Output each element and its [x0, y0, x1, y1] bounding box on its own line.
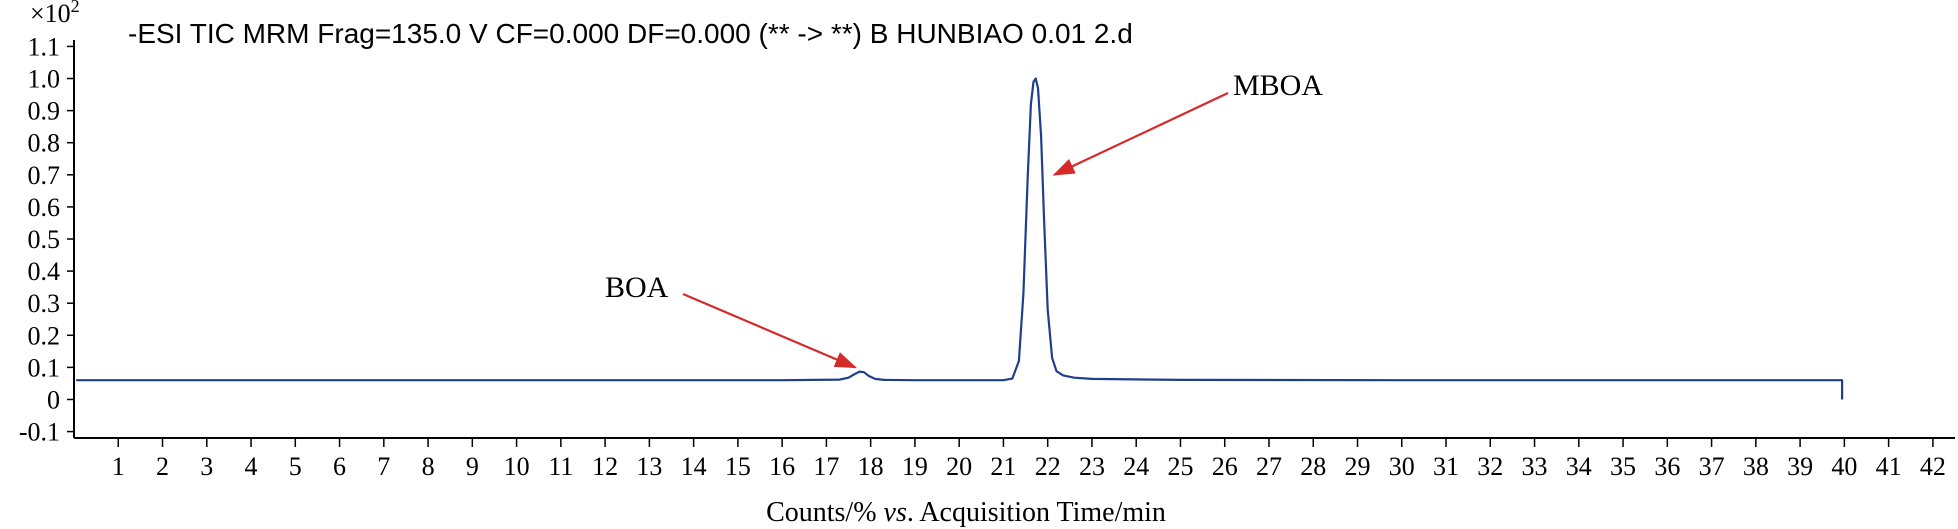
x-tick-label: 41	[1876, 452, 1902, 481]
x-tick-label: 10	[504, 452, 530, 481]
x-tick-label: 16	[769, 452, 795, 481]
x-tick-label: 23	[1079, 452, 1105, 481]
x-tick-label: 24	[1123, 452, 1149, 481]
y-tick-label: 0	[47, 385, 60, 414]
x-tick-label: 34	[1566, 452, 1592, 481]
y-tick-label: 0.3	[28, 289, 61, 318]
annotation-arrow-boa	[682, 292, 858, 369]
y-tick-label: 0.6	[28, 193, 61, 222]
x-tick-label: 30	[1389, 452, 1415, 481]
x-tick-label: 29	[1345, 452, 1371, 481]
series-line	[76, 77, 1844, 400]
x-tick-label: 11	[548, 452, 573, 481]
y-tick-label: 0.8	[28, 129, 61, 158]
x-tick-label: 26	[1212, 452, 1238, 481]
x-tick-label: 25	[1167, 452, 1193, 481]
x-axis-title-part-1: Counts/%	[766, 497, 883, 528]
x-tick-label: 4	[245, 452, 258, 481]
y-tick-label: -0.1	[19, 418, 60, 447]
x-tick-label: 32	[1477, 452, 1503, 481]
x-tick-label: 17	[813, 452, 839, 481]
axes-group: -0.100.10.20.30.40.50.60.70.80.91.01.11 2…	[19, 32, 1955, 481]
x-tick-label: 40	[1831, 452, 1857, 481]
x-tick-label: 31	[1433, 452, 1459, 481]
x-tick-label: 6	[333, 452, 346, 481]
x-tick-label: 33	[1522, 452, 1548, 481]
y-multiplier-base: ×10	[30, 0, 71, 28]
x-axis-title-italic: vs	[884, 497, 907, 528]
x-tick-label: 9	[466, 452, 479, 481]
x-tick-label: 38	[1743, 452, 1769, 481]
series-group	[76, 77, 1844, 400]
x-tick-label: 22	[1035, 452, 1061, 481]
x-tick-label: 5	[289, 452, 302, 481]
x-tick-label: 18	[858, 452, 884, 481]
y-tick-label: 0.5	[28, 225, 61, 254]
x-tick-label: 19	[902, 452, 928, 481]
x-tick-label: 20	[946, 452, 972, 481]
y-tick-label: 0.4	[28, 257, 61, 286]
x-tick-label: 8	[422, 452, 435, 481]
chart-title: -ESI TIC MRM Frag=135.0 V CF=0.000 DF=0.…	[128, 18, 1133, 49]
y-tick-label: 1.0	[28, 65, 61, 94]
annotation-arrow-mboa	[1052, 92, 1229, 176]
y-tick-label: 0.7	[28, 161, 61, 190]
annotation-label-boa: BOA	[605, 271, 669, 304]
y-multiplier: ×102	[30, 0, 80, 28]
x-tick-label: 14	[681, 452, 707, 481]
annotations-group: BOA MBOA	[605, 69, 1323, 369]
annotation-label-mboa: MBOA	[1233, 69, 1323, 102]
x-tick-label: 2	[156, 452, 169, 481]
x-tick-label: 1	[112, 452, 125, 481]
x-tick-label: 28	[1300, 452, 1326, 481]
x-tick-label: 7	[377, 452, 390, 481]
x-tick-label: 37	[1699, 452, 1725, 481]
x-tick-label: 15	[725, 452, 751, 481]
x-tick-label: 27	[1256, 452, 1282, 481]
y-multiplier-exponent: 2	[71, 0, 80, 16]
y-tick-label: 0.2	[28, 321, 61, 350]
x-tick-label: 35	[1610, 452, 1636, 481]
x-axis-title-part-3: . Acquisition Time/min	[907, 497, 1166, 528]
x-tick-label: 3	[200, 452, 213, 481]
x-tick-label: 12	[592, 452, 618, 481]
x-tick-label: 21	[990, 452, 1016, 481]
x-axis-title: Counts/% vs. Acquisition Time/min	[766, 497, 1166, 528]
x-tick-label: 13	[636, 452, 662, 481]
x-tick-label: 36	[1654, 452, 1680, 481]
y-tick-label: 1.1	[28, 32, 61, 61]
y-tick-label: 0.9	[28, 97, 61, 126]
y-tick-label: 0.1	[28, 353, 61, 382]
x-tick-label: 42	[1920, 452, 1946, 481]
x-tick-label: 39	[1787, 452, 1813, 481]
